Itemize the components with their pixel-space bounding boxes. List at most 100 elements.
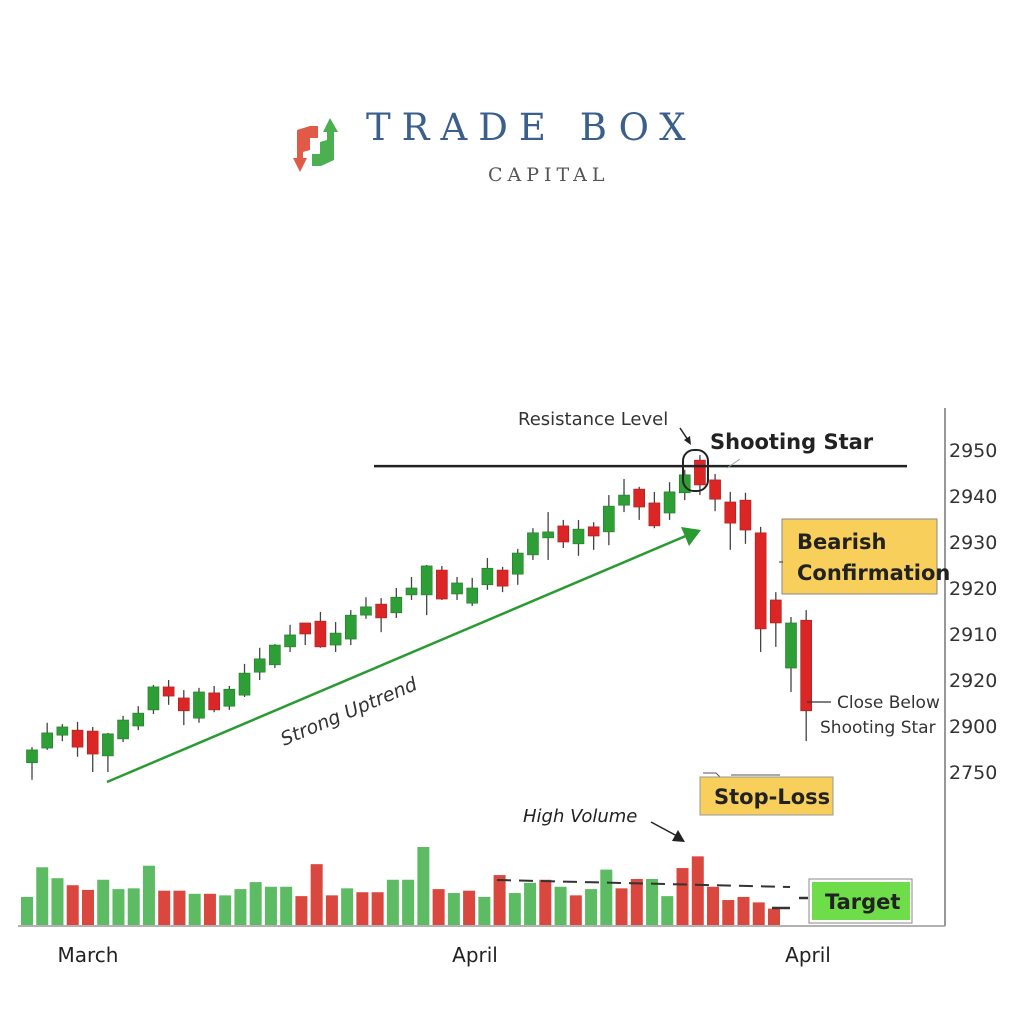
candle-body — [147, 686, 160, 711]
candle — [739, 492, 752, 544]
candle-body — [314, 620, 327, 648]
volume-bar — [203, 893, 216, 925]
shooting-star-label: Shooting Star — [710, 430, 874, 454]
volume-bar — [463, 890, 476, 925]
logo: TRADE BOX CAPITAL — [0, 0, 1024, 220]
volume-bar — [66, 885, 79, 925]
candle — [800, 610, 812, 742]
volume-bar — [524, 882, 537, 925]
candle-body — [71, 729, 84, 748]
volume-bar — [310, 864, 323, 925]
volume-bar — [219, 895, 232, 925]
volume-bar — [493, 875, 506, 925]
candle — [71, 721, 84, 757]
volume-bar — [280, 886, 293, 925]
volume-bar — [264, 886, 277, 925]
volume-bar — [142, 865, 155, 925]
candle-body — [284, 634, 296, 648]
candle-body — [223, 688, 236, 707]
y-tick-label: 2950 — [949, 440, 997, 462]
candle-body — [709, 479, 721, 500]
candle-body — [527, 532, 539, 556]
candle-body — [375, 603, 387, 619]
candle-body — [466, 587, 479, 604]
candle — [269, 644, 281, 669]
volume-bar — [325, 895, 338, 925]
arrowhead-icon — [681, 527, 701, 546]
candle — [360, 597, 372, 619]
volume-bar — [737, 896, 750, 925]
candle-body — [557, 525, 570, 543]
candle — [511, 548, 524, 585]
candle-body — [344, 614, 357, 640]
volume-bar — [478, 896, 491, 925]
candle — [193, 687, 205, 723]
stop-loss-callout — [699, 776, 834, 816]
candle — [162, 680, 175, 705]
candle-body — [785, 622, 797, 669]
candle-body — [360, 606, 372, 616]
candle — [466, 577, 479, 606]
volume-bar — [539, 879, 552, 925]
candle — [253, 647, 266, 680]
candle-body — [511, 552, 524, 575]
candle — [208, 685, 220, 713]
target-frame — [808, 878, 913, 924]
volume-bar — [21, 896, 33, 925]
candle — [299, 622, 312, 646]
candle — [405, 576, 418, 600]
volume-bar — [36, 867, 49, 925]
resistance-arrow — [679, 427, 689, 441]
candle — [284, 624, 296, 652]
candle-body — [678, 474, 691, 494]
bearish-label-line1: Bearish — [797, 530, 886, 554]
resistance-label: Resistance Level — [518, 409, 668, 430]
volume-bar — [569, 895, 582, 925]
volume-bar — [127, 888, 140, 925]
volume-bar — [676, 868, 689, 925]
candle — [178, 690, 190, 726]
axes — [18, 408, 946, 927]
candle — [572, 519, 585, 556]
candle — [557, 519, 570, 548]
candle-body — [481, 567, 494, 586]
candle — [223, 685, 236, 710]
candle-body — [56, 726, 69, 736]
volume-bar — [707, 886, 720, 925]
volume-bar — [188, 893, 201, 925]
candle-body — [102, 733, 114, 757]
y-tick-label: 2920 — [949, 578, 997, 600]
candle — [344, 610, 357, 646]
resistance-tick — [726, 458, 741, 469]
volume-bar — [508, 893, 521, 925]
volume-bar — [402, 879, 415, 925]
candle — [481, 558, 494, 590]
volume-bar — [295, 896, 308, 925]
volume-bar — [600, 869, 613, 925]
y-tick-label: 2930 — [949, 532, 997, 554]
candle-body — [648, 502, 661, 527]
volume-bar — [752, 902, 765, 925]
candle — [785, 616, 797, 692]
y-tick-label: 2920 — [949, 670, 997, 692]
candle — [754, 526, 767, 652]
volume-bar — [768, 908, 780, 925]
candle-body — [542, 531, 554, 539]
candle — [542, 512, 554, 560]
candle-body — [451, 582, 463, 595]
candle-body — [117, 719, 129, 740]
candle-body — [405, 587, 418, 596]
candle-body — [587, 526, 600, 537]
candle — [314, 611, 327, 648]
close-below-label-line2: Shooting Star — [820, 718, 936, 738]
volume-bar — [97, 879, 110, 925]
brand-subtitle: CAPITAL — [488, 164, 610, 186]
target-callout — [812, 882, 910, 920]
bearish-confirmation-callout — [781, 518, 938, 595]
volume-bar — [81, 889, 94, 925]
candle — [102, 732, 114, 772]
candle-body — [132, 712, 145, 727]
candle — [618, 478, 630, 513]
volume-bar — [646, 878, 659, 925]
candle-body — [26, 749, 38, 764]
